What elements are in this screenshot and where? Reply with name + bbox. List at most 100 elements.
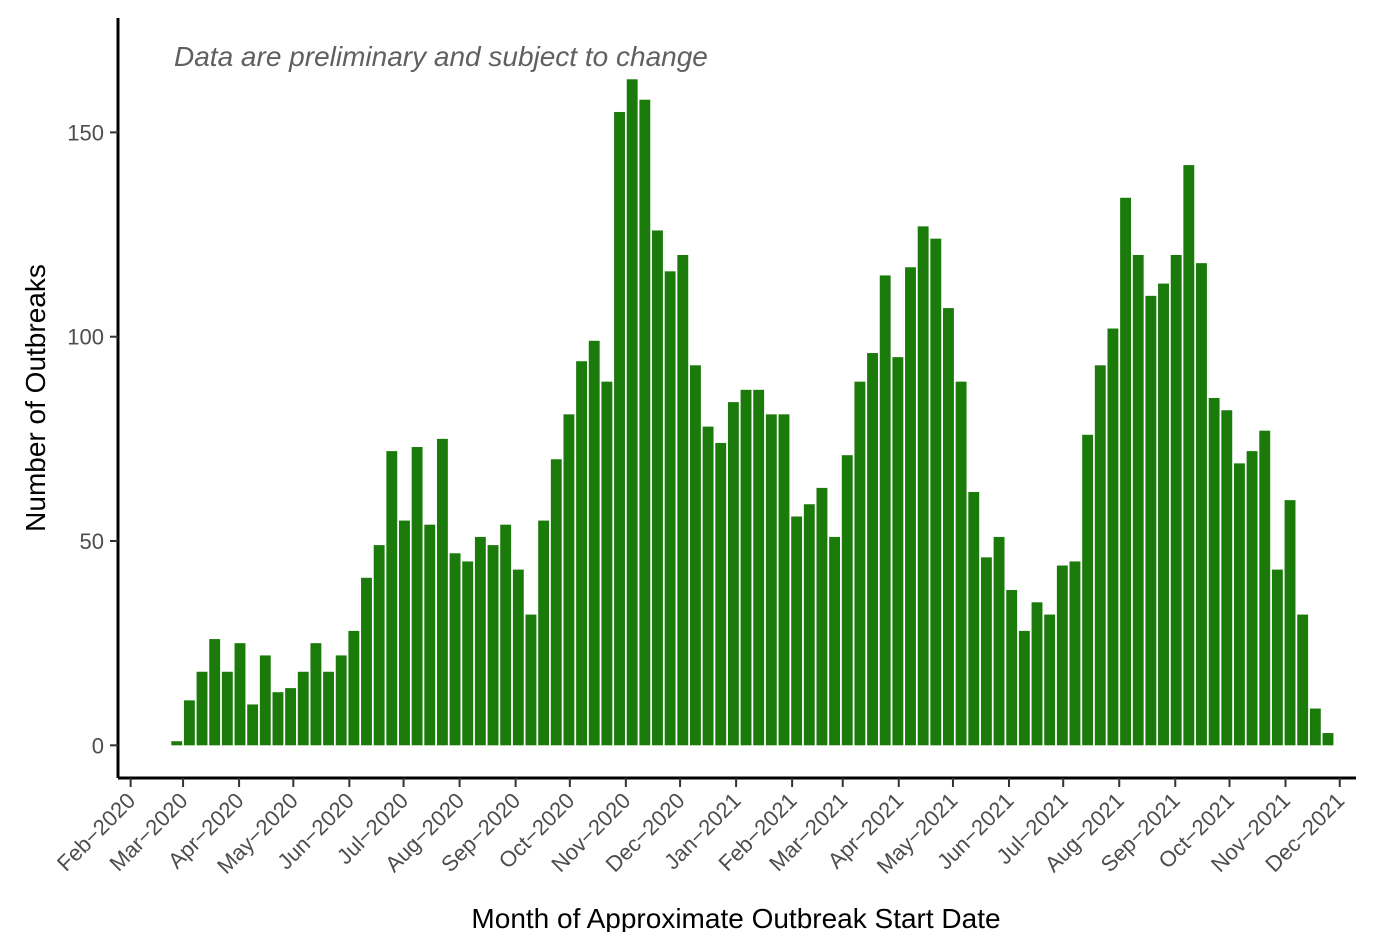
bar-2020-07-12: [424, 524, 436, 746]
y-axis: 0 50 100 150: [67, 18, 120, 778]
bar-2020-06-28: [399, 520, 410, 746]
y-tick-label-100: 100: [67, 325, 104, 350]
bar-2021-05-23: [993, 536, 1005, 746]
bar-2021-04-18: [930, 238, 942, 746]
bar-2020-07-19: [436, 438, 448, 746]
bar-2021-08-15: [1145, 295, 1157, 746]
bar-2020-09-20: [550, 459, 562, 746]
chart-annotation: Data are preliminary and subject to chan…: [174, 41, 708, 72]
bar-2020-08-23: [500, 524, 512, 746]
bar-2021-08-08: [1132, 254, 1144, 746]
bar-2020-03-08: [196, 671, 208, 746]
bar-2021-06-20: [1044, 614, 1056, 746]
bar-2021-10-03: [1233, 463, 1245, 746]
bar-2020-03-22: [221, 671, 233, 746]
bar-2021-01-10: [753, 389, 765, 746]
bar-2021-01-31: [791, 516, 803, 746]
bar-2020-06-07: [361, 577, 372, 746]
bar-2021-03-07: [854, 381, 866, 746]
bar-2020-03-29: [234, 643, 246, 746]
bar-2021-02-14: [816, 487, 828, 746]
bar-2020-09-27: [563, 414, 575, 746]
bar-2020-08-30: [512, 569, 524, 746]
bar-2021-04-04: [905, 267, 916, 746]
bar-2021-02-28: [841, 455, 853, 746]
bar-2021-10-17: [1259, 430, 1271, 746]
bar-2021-08-01: [1120, 197, 1132, 746]
bar-2021-01-03: [740, 389, 752, 746]
bar-2021-07-04: [1069, 561, 1081, 746]
bar-2021-10-31: [1284, 500, 1296, 746]
bar-2021-03-21: [879, 275, 891, 746]
bar-2020-11-22: [664, 271, 676, 746]
bar-2021-09-19: [1208, 398, 1220, 746]
bar-2020-11-15: [652, 230, 663, 746]
bar-2020-05-17: [323, 671, 334, 746]
bar-2020-11-08: [639, 99, 651, 746]
y-axis-title: Number of Outbreaks: [20, 264, 51, 532]
bar-2020-09-13: [538, 520, 550, 746]
bar-2020-12-06: [689, 365, 701, 746]
bar-2020-03-01: [183, 700, 195, 746]
bar-2020-02-23: [171, 741, 183, 746]
bar-2021-01-24: [778, 414, 790, 746]
bar-2020-04-19: [272, 692, 284, 746]
bar-2021-05-30: [1006, 590, 1018, 746]
bar-2020-12-13: [702, 426, 714, 746]
bar-2020-05-24: [335, 655, 347, 746]
bar-2021-06-06: [1018, 630, 1030, 746]
bar-2020-12-27: [727, 402, 739, 746]
bar-2021-04-11: [917, 226, 929, 746]
bar-2021-05-09: [968, 491, 980, 746]
y-tick-label-150: 150: [67, 120, 104, 145]
bar-2020-05-31: [348, 630, 360, 746]
bar-2021-06-13: [1031, 602, 1043, 746]
bar-2021-02-21: [829, 536, 841, 746]
bar-2020-07-05: [411, 447, 423, 746]
bar-2020-07-26: [449, 553, 461, 746]
bar-2020-10-04: [576, 361, 588, 746]
bar-2020-04-05: [247, 704, 259, 746]
bar-2020-10-11: [588, 340, 600, 746]
bar-2020-03-15: [209, 639, 221, 746]
bar-2021-07-25: [1107, 328, 1119, 746]
bar-2020-10-18: [601, 381, 613, 746]
bar-2021-09-05: [1183, 165, 1195, 746]
bar-2021-02-07: [803, 504, 815, 746]
bar-2020-08-02: [462, 561, 474, 746]
bar-2021-10-24: [1271, 569, 1283, 746]
bar-2021-11-07: [1297, 614, 1309, 746]
bar-2021-04-25: [943, 308, 954, 746]
bar-2020-11-29: [677, 254, 689, 746]
bar-2021-07-11: [1082, 434, 1094, 746]
bar-2021-11-21: [1322, 733, 1334, 746]
bar-2020-10-25: [614, 111, 625, 746]
bar-2020-04-26: [285, 688, 297, 746]
bar-2020-08-09: [474, 536, 486, 746]
bar-2021-08-22: [1158, 283, 1169, 746]
bar-2021-05-02: [955, 381, 967, 746]
bar-2020-09-06: [525, 614, 537, 746]
bar-2021-07-18: [1094, 365, 1106, 746]
bar-2020-06-14: [373, 545, 385, 746]
bar-series: [171, 79, 1334, 746]
bar-2021-06-27: [1056, 565, 1068, 746]
bar-2021-08-29: [1170, 254, 1182, 746]
bar-2021-05-16: [980, 557, 992, 746]
bar-2020-06-21: [386, 451, 398, 746]
bar-2021-03-14: [867, 353, 878, 746]
bar-2021-03-28: [892, 357, 904, 746]
bar-2020-08-16: [487, 545, 499, 746]
y-tick-label-50: 50: [80, 529, 104, 554]
bar-2021-09-12: [1196, 263, 1207, 746]
bar-2020-12-20: [715, 442, 727, 746]
y-tick-label-0: 0: [92, 733, 104, 758]
bar-2021-11-14: [1309, 708, 1321, 746]
bar-2020-05-10: [310, 643, 322, 746]
bar-2021-01-17: [765, 414, 777, 746]
bar-2021-09-26: [1221, 410, 1233, 746]
bar-2020-04-12: [259, 655, 271, 746]
x-axis-title: Month of Approximate Outbreak Start Date: [471, 903, 1000, 932]
bar-2020-05-03: [297, 671, 309, 746]
